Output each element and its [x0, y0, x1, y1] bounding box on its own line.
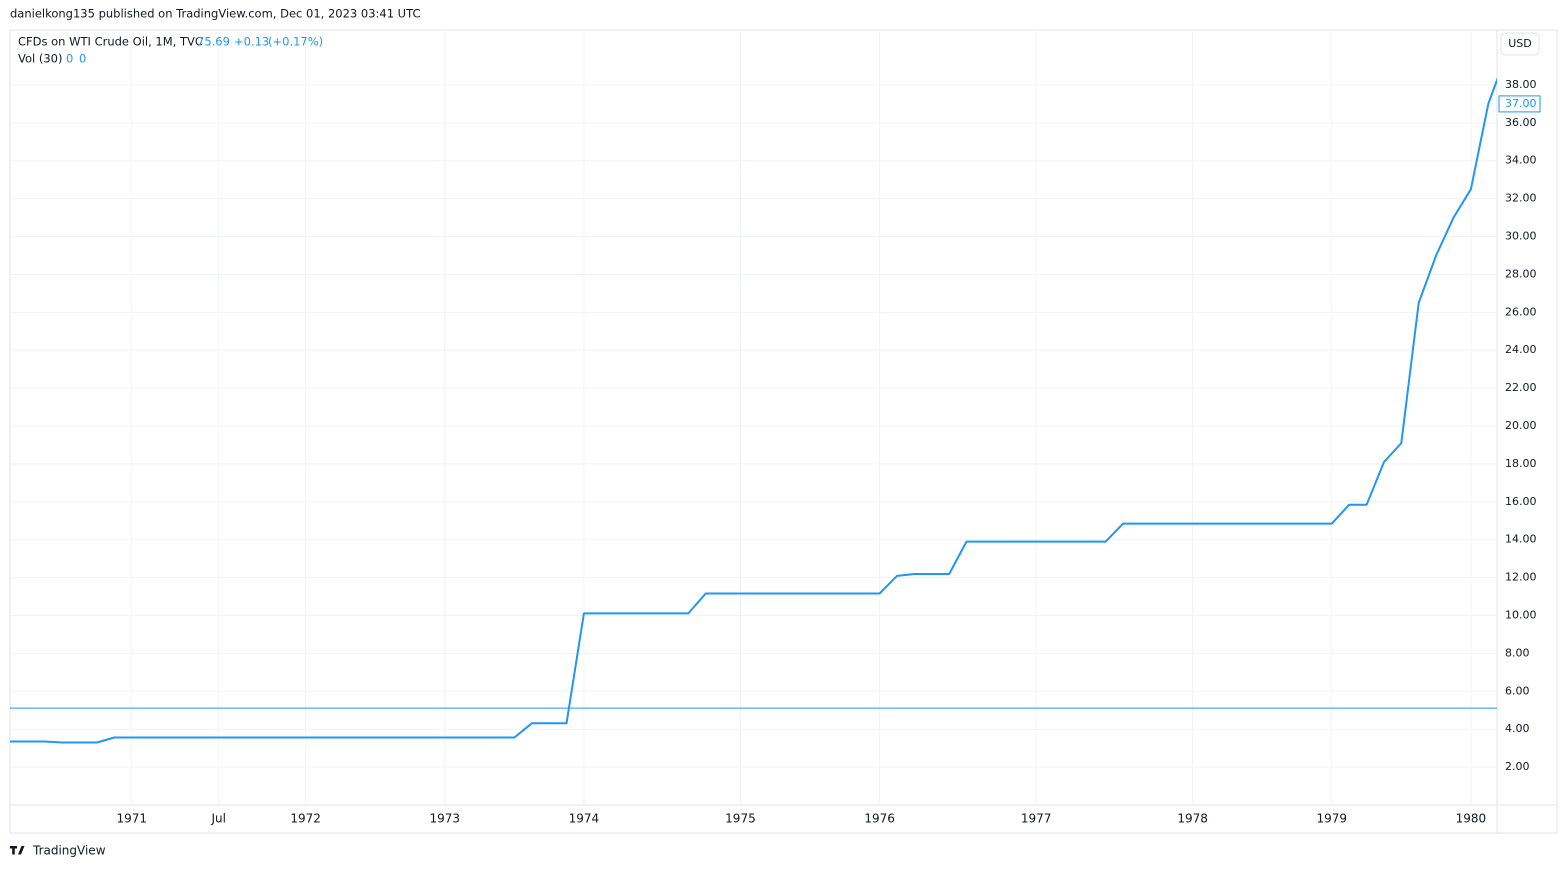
- y-tick-label: 16.00: [1505, 495, 1537, 508]
- x-tick-label: 1975: [725, 812, 756, 826]
- y-tick-label: 12.00: [1505, 571, 1537, 584]
- y-tick-label: 2.00: [1505, 760, 1530, 773]
- y-tick-label: 8.00: [1505, 646, 1530, 659]
- y-tick-label: 38.00: [1505, 78, 1537, 91]
- last-price-box: [1498, 95, 1541, 113]
- y-tick-label: 6.00: [1505, 684, 1530, 697]
- y-tick-label: 22.00: [1505, 381, 1537, 394]
- x-tick-label: 1974: [569, 812, 600, 826]
- currency-button[interactable]: [1500, 32, 1540, 56]
- vol-value: 0: [66, 52, 73, 66]
- y-tick-label: 4.00: [1505, 722, 1530, 735]
- axes: 2.00 4.00 6.00 8.00 10.00 12.00 14.00 16.00 18.0…: [116, 78, 1541, 826]
- y-tick-label: 34.00: [1505, 154, 1537, 167]
- x-tick-label: 1978: [1177, 812, 1208, 826]
- frame: [9, 29, 1558, 834]
- y-tick-label: 20.00: [1505, 419, 1537, 432]
- y-tick-label: 18.00: [1505, 457, 1537, 470]
- x-tick-label: 1973: [430, 812, 461, 826]
- y-tick-label: 32.00: [1505, 192, 1537, 205]
- x-tick-label: 1979: [1317, 812, 1348, 826]
- x-tick-label: 1980: [1456, 812, 1487, 826]
- currency[interactable]: USD: [1508, 37, 1532, 50]
- change: +0.13: [234, 35, 269, 49]
- symbol: CFDs on WTI Crude Oil, 1M, TVC: [18, 35, 203, 49]
- x-tick-label: 1977: [1021, 812, 1052, 826]
- y-tick-label: 14.00: [1505, 533, 1537, 546]
- y-tick-label: 26.00: [1505, 305, 1537, 318]
- brand: TradingView: [32, 844, 106, 858]
- y-tick-label: 24.00: [1505, 343, 1537, 356]
- byline: danielkong135 published on TradingView.c…: [10, 7, 420, 21]
- change-pct: (+0.17%): [268, 35, 323, 49]
- x-tick-label: 1972: [290, 812, 321, 826]
- price-line: [10, 77, 1497, 744]
- plot: [10, 77, 1497, 744]
- x-tick-label: 1971: [116, 812, 147, 826]
- y-tick-label: 10.00: [1505, 609, 1537, 622]
- y-tick-label: 36.00: [1505, 116, 1537, 129]
- price: 75.69: [197, 35, 230, 49]
- grid: [10, 30, 1497, 805]
- logo: [10, 846, 25, 855]
- y-tick-label: 30.00: [1505, 230, 1537, 243]
- y-tick-label: 28.00: [1505, 267, 1537, 280]
- x-tick-label: Jul: [210, 812, 225, 826]
- vol-value: 0: [79, 52, 86, 66]
- vol-label: Vol (30): [18, 52, 62, 66]
- x-tick-label: 1976: [864, 812, 895, 826]
- last-price-label: 37.00: [1505, 97, 1537, 110]
